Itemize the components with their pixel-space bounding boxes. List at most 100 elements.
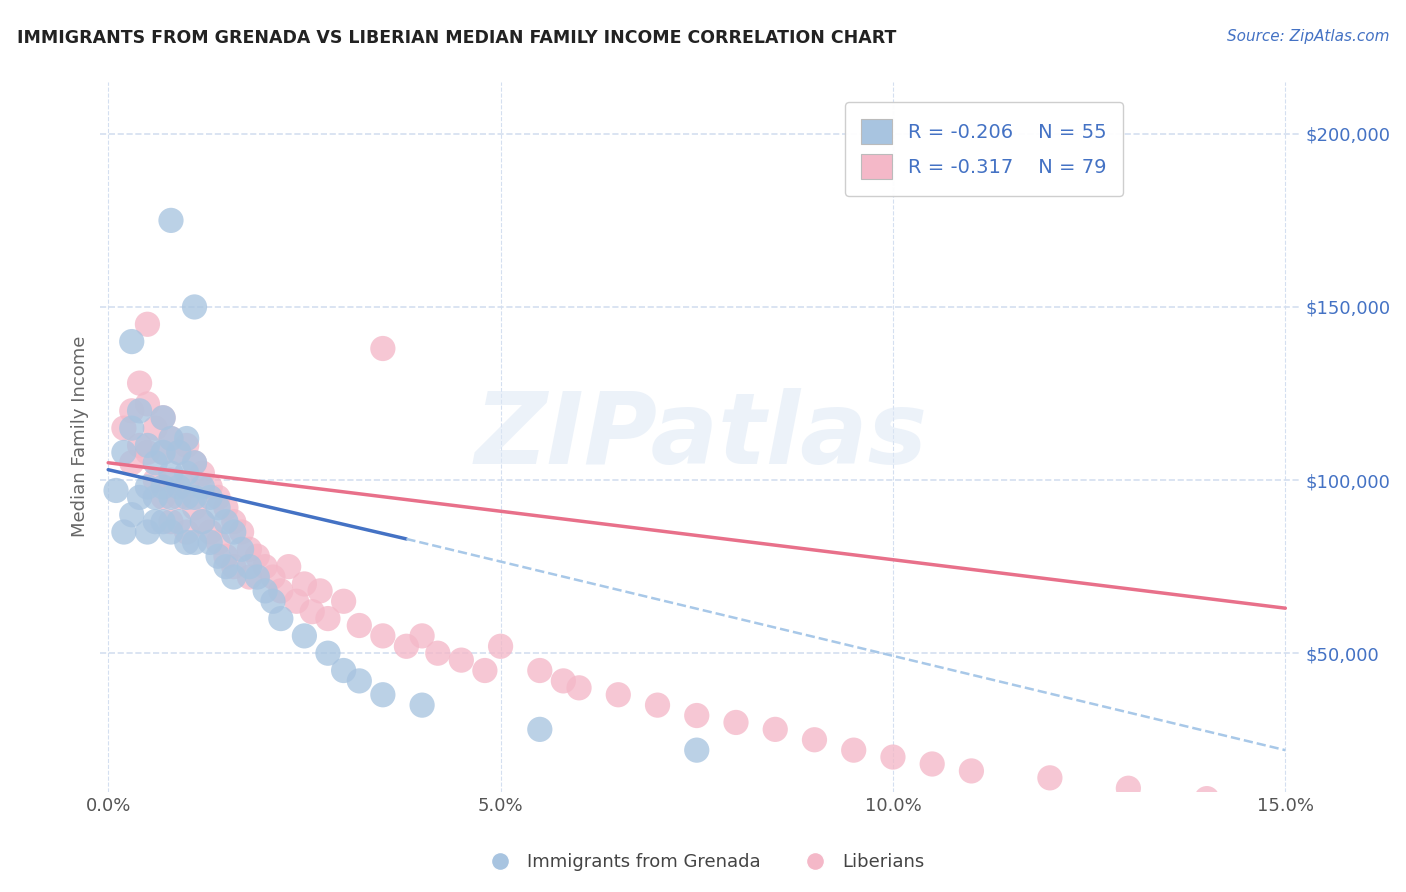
Point xyxy=(160,432,183,446)
Point xyxy=(607,688,630,702)
Point xyxy=(270,611,292,625)
Point xyxy=(238,570,260,584)
Point xyxy=(160,466,183,480)
Point xyxy=(176,524,198,539)
Point xyxy=(112,524,135,539)
Point xyxy=(136,318,159,332)
Point xyxy=(112,445,135,459)
Point xyxy=(152,515,174,529)
Point xyxy=(183,535,205,549)
Point xyxy=(183,500,205,515)
Text: IMMIGRANTS FROM GRENADA VS LIBERIAN MEDIAN FAMILY INCOME CORRELATION CHART: IMMIGRANTS FROM GRENADA VS LIBERIAN MEDI… xyxy=(17,29,896,46)
Point xyxy=(292,577,315,591)
Point xyxy=(160,473,183,487)
Point xyxy=(121,404,143,418)
Point xyxy=(803,732,825,747)
Point xyxy=(292,629,315,643)
Point xyxy=(1258,802,1281,816)
Point xyxy=(1039,771,1062,785)
Point xyxy=(238,542,260,557)
Point xyxy=(152,410,174,425)
Point xyxy=(128,376,150,391)
Point xyxy=(207,549,229,564)
Point xyxy=(285,594,308,608)
Point xyxy=(152,491,174,505)
Point xyxy=(222,570,245,584)
Point xyxy=(183,456,205,470)
Point xyxy=(231,542,253,557)
Point xyxy=(152,445,174,459)
Point xyxy=(167,445,190,459)
Point xyxy=(309,583,332,598)
Point xyxy=(842,743,865,757)
Point xyxy=(128,491,150,505)
Point xyxy=(183,491,205,505)
Point xyxy=(489,640,512,654)
Point xyxy=(128,404,150,418)
Point xyxy=(136,397,159,411)
Point xyxy=(1195,791,1218,805)
Point xyxy=(183,456,205,470)
Point xyxy=(176,438,198,452)
Point xyxy=(231,524,253,539)
Legend: Immigrants from Grenada, Liberians: Immigrants from Grenada, Liberians xyxy=(475,847,931,879)
Point xyxy=(246,570,269,584)
Point xyxy=(183,300,205,314)
Point xyxy=(160,515,183,529)
Point xyxy=(176,491,198,505)
Point xyxy=(724,715,747,730)
Point xyxy=(686,708,709,723)
Legend: R = -0.206    N = 55, R = -0.317    N = 79: R = -0.206 N = 55, R = -0.317 N = 79 xyxy=(845,103,1123,196)
Point xyxy=(143,491,166,505)
Point xyxy=(411,629,433,643)
Point xyxy=(215,515,238,529)
Point xyxy=(200,535,222,549)
Point xyxy=(136,445,159,459)
Point xyxy=(763,723,786,737)
Point xyxy=(200,491,222,505)
Point xyxy=(371,688,394,702)
Point xyxy=(262,570,284,584)
Point xyxy=(121,421,143,435)
Text: ZIPatlas: ZIPatlas xyxy=(474,388,927,485)
Point xyxy=(191,466,214,480)
Point xyxy=(215,500,238,515)
Point xyxy=(215,559,238,574)
Point xyxy=(921,757,943,772)
Point xyxy=(143,473,166,487)
Point xyxy=(238,559,260,574)
Point xyxy=(568,681,591,695)
Point xyxy=(200,480,222,494)
Point xyxy=(1274,805,1296,820)
Point xyxy=(160,432,183,446)
Point xyxy=(136,480,159,494)
Point xyxy=(371,342,394,356)
Point xyxy=(121,508,143,522)
Point xyxy=(143,456,166,470)
Point xyxy=(160,491,183,505)
Point xyxy=(474,664,496,678)
Point xyxy=(121,334,143,349)
Point xyxy=(191,515,214,529)
Point xyxy=(254,559,277,574)
Text: Source: ZipAtlas.com: Source: ZipAtlas.com xyxy=(1226,29,1389,44)
Point xyxy=(270,583,292,598)
Point xyxy=(143,515,166,529)
Point xyxy=(686,743,709,757)
Point xyxy=(215,549,238,564)
Point xyxy=(349,618,371,632)
Point xyxy=(332,664,354,678)
Point xyxy=(1118,781,1140,796)
Y-axis label: Median Family Income: Median Family Income xyxy=(72,336,89,538)
Point xyxy=(112,421,135,435)
Point xyxy=(960,764,983,778)
Point xyxy=(882,750,904,764)
Point xyxy=(160,213,183,227)
Point xyxy=(332,594,354,608)
Point xyxy=(191,515,214,529)
Point xyxy=(152,410,174,425)
Point xyxy=(105,483,128,498)
Point xyxy=(371,629,394,643)
Point xyxy=(647,698,669,713)
Point xyxy=(176,535,198,549)
